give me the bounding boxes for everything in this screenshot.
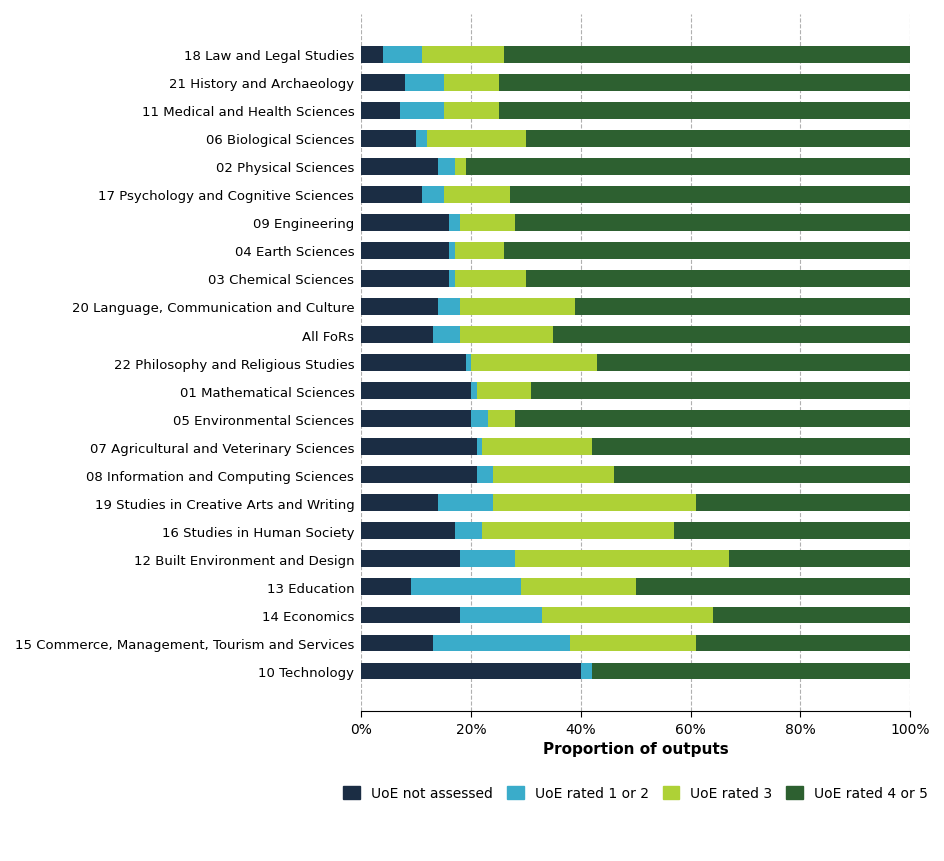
- Bar: [361, 607, 460, 623]
- Bar: [696, 635, 909, 652]
- Bar: [361, 102, 399, 120]
- Bar: [498, 75, 909, 91]
- Bar: [712, 607, 909, 623]
- Bar: [361, 243, 448, 259]
- Bar: [591, 439, 909, 455]
- Bar: [415, 131, 427, 147]
- Bar: [493, 467, 614, 484]
- Bar: [635, 579, 909, 596]
- Bar: [438, 495, 493, 511]
- Bar: [361, 383, 471, 400]
- Bar: [471, 411, 487, 428]
- Bar: [542, 607, 712, 623]
- Bar: [526, 270, 909, 288]
- Bar: [696, 495, 909, 511]
- Bar: [361, 355, 465, 372]
- Bar: [520, 579, 635, 596]
- Bar: [432, 635, 569, 652]
- Bar: [476, 467, 493, 484]
- Bar: [673, 523, 909, 540]
- Bar: [361, 75, 405, 91]
- X-axis label: Proportion of outputs: Proportion of outputs: [543, 741, 728, 756]
- Bar: [591, 663, 909, 679]
- Bar: [493, 495, 696, 511]
- Bar: [471, 355, 597, 372]
- Bar: [575, 299, 909, 315]
- Bar: [361, 299, 438, 315]
- Bar: [438, 158, 454, 176]
- Bar: [361, 270, 448, 288]
- Bar: [460, 551, 514, 567]
- Bar: [405, 75, 443, 91]
- Bar: [361, 467, 476, 484]
- Bar: [361, 411, 471, 428]
- Bar: [471, 383, 476, 400]
- Bar: [514, 214, 909, 232]
- Bar: [498, 102, 909, 120]
- Bar: [361, 439, 476, 455]
- Bar: [443, 102, 498, 120]
- Bar: [531, 383, 909, 400]
- Bar: [597, 355, 909, 372]
- Bar: [503, 46, 909, 64]
- Bar: [454, 270, 526, 288]
- Bar: [448, 243, 454, 259]
- Bar: [465, 158, 909, 176]
- Bar: [487, 411, 514, 428]
- Bar: [361, 214, 448, 232]
- Bar: [465, 355, 471, 372]
- Bar: [454, 523, 481, 540]
- Bar: [460, 214, 514, 232]
- Bar: [361, 187, 421, 203]
- Bar: [460, 326, 553, 344]
- Bar: [361, 131, 415, 147]
- Bar: [569, 635, 696, 652]
- Bar: [454, 158, 465, 176]
- Bar: [476, 439, 481, 455]
- Bar: [448, 270, 454, 288]
- Bar: [443, 187, 509, 203]
- Bar: [443, 75, 498, 91]
- Bar: [509, 187, 909, 203]
- Bar: [614, 467, 909, 484]
- Bar: [427, 131, 526, 147]
- Bar: [448, 214, 460, 232]
- Bar: [514, 411, 909, 428]
- Bar: [361, 326, 432, 344]
- Bar: [526, 131, 909, 147]
- Bar: [460, 299, 575, 315]
- Bar: [553, 326, 909, 344]
- Bar: [438, 299, 460, 315]
- Bar: [421, 46, 503, 64]
- Bar: [361, 551, 460, 567]
- Bar: [421, 187, 443, 203]
- Bar: [361, 663, 581, 679]
- Bar: [361, 523, 454, 540]
- Bar: [361, 495, 438, 511]
- Bar: [514, 551, 729, 567]
- Bar: [399, 102, 443, 120]
- Bar: [361, 579, 411, 596]
- Legend: UoE not assessed, UoE rated 1 or 2, UoE rated 3, UoE rated 4 or 5: UoE not assessed, UoE rated 1 or 2, UoE …: [338, 781, 933, 806]
- Bar: [361, 46, 383, 64]
- Bar: [503, 243, 909, 259]
- Bar: [383, 46, 421, 64]
- Bar: [729, 551, 909, 567]
- Bar: [481, 439, 591, 455]
- Bar: [454, 243, 503, 259]
- Bar: [581, 663, 591, 679]
- Bar: [361, 635, 432, 652]
- Bar: [476, 383, 531, 400]
- Bar: [432, 326, 460, 344]
- Bar: [481, 523, 673, 540]
- Bar: [411, 579, 520, 596]
- Bar: [460, 607, 542, 623]
- Bar: [361, 158, 438, 176]
